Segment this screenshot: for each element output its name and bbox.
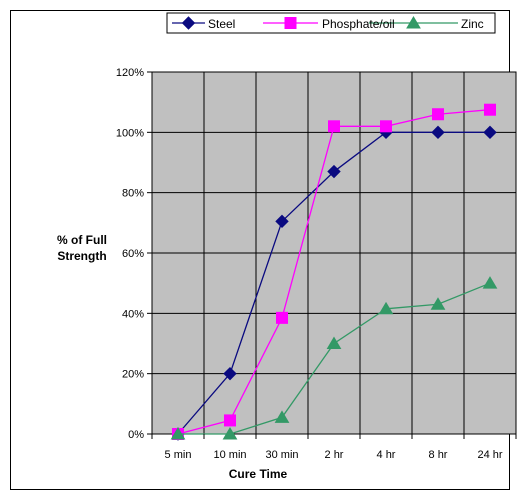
y-tick-label: 120% [116, 67, 144, 79]
x-tick-label: 2 hr [325, 449, 344, 461]
y-tick-label: 40% [122, 308, 144, 320]
data-point-phosphate-oil [433, 109, 444, 120]
legend-marker-phosphate-oil [285, 18, 296, 29]
data-point-phosphate-oil [225, 415, 236, 426]
y-tick-label: 0% [128, 429, 144, 441]
legend-label-zinc: Zinc [461, 17, 484, 31]
y-tick-label: 100% [116, 127, 144, 139]
x-tick-label: 10 min [213, 449, 246, 461]
data-point-phosphate-oil [485, 104, 496, 115]
legend: Steel Phosphate/oil Zinc [167, 13, 495, 33]
y-axis-title-line-1: % of Full [57, 233, 107, 247]
x-tick-label: 4 hr [377, 449, 396, 461]
x-tick-label: 24 hr [477, 449, 502, 461]
data-point-phosphate-oil [381, 121, 392, 132]
x-axis-title: Cure Time [229, 467, 288, 481]
data-point-phosphate-oil [277, 312, 288, 323]
legend-label-steel: Steel [208, 17, 235, 31]
legend-label-phosphate-oil: Phosphate/oil [322, 17, 395, 31]
x-tick-label: 5 min [165, 449, 192, 461]
y-tick-label: 20% [122, 369, 144, 381]
x-tick-label: 8 hr [429, 449, 448, 461]
x-tick-label: 30 min [265, 449, 298, 461]
y-tick-label: 60% [122, 248, 144, 260]
y-tick-label: 80% [122, 188, 144, 200]
data-point-phosphate-oil [329, 121, 340, 132]
y-axis-title-line-2: Strength [57, 249, 106, 263]
